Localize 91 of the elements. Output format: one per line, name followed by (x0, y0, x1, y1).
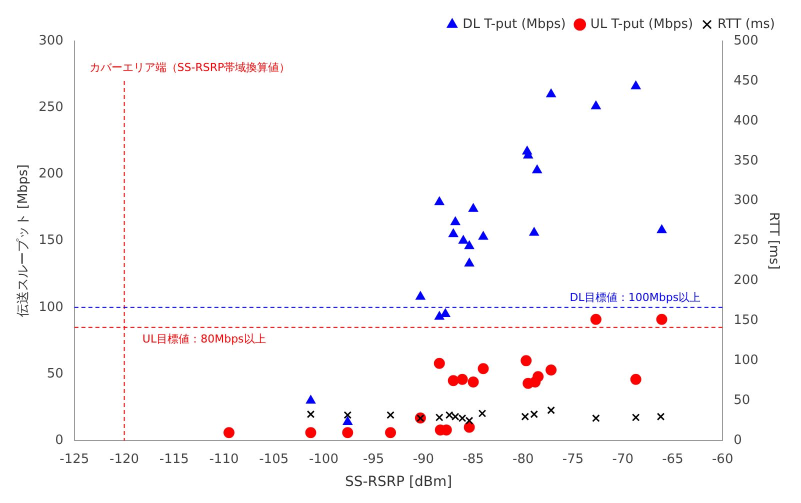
point (468, 203, 478, 212)
point (440, 308, 450, 318)
point (416, 291, 426, 300)
point (451, 412, 460, 421)
point (464, 258, 474, 266)
point (532, 371, 544, 382)
y2-tick-label: 400 (734, 113, 758, 128)
point (547, 406, 555, 414)
point (448, 375, 459, 386)
point (450, 216, 460, 226)
x-tick-label: -95 (362, 452, 384, 467)
point (458, 235, 468, 244)
point (464, 422, 475, 433)
point (464, 240, 474, 250)
point (385, 427, 396, 438)
point (592, 414, 600, 422)
point (305, 427, 316, 438)
point (458, 414, 466, 422)
y-tick-label: 0 (55, 432, 64, 448)
legend-label: UL T-put (Mbps) (590, 16, 694, 32)
y2-tick-label: 100 (734, 353, 758, 368)
ref-line-label: UL目標値：80Mbps以上 (142, 332, 266, 346)
y-tick-label: 150 (38, 233, 64, 248)
legend-label: DL T-put (Mbps) (462, 16, 566, 32)
x-tick-label: -65 (662, 452, 684, 467)
y-tick-label: 100 (38, 300, 64, 315)
ref-line-label: カバーエリア端（SS-RSRP帯域換算値） (89, 60, 290, 74)
point (631, 80, 641, 90)
point (656, 314, 668, 325)
y2-tick-label: 450 (734, 73, 758, 88)
y2-tick-label: 0 (734, 432, 742, 448)
y2-tick-label: 150 (734, 313, 758, 328)
x-tick-label: -125 (60, 452, 90, 467)
x-tick-label: -60 (712, 452, 734, 467)
point (532, 164, 542, 174)
point (478, 363, 489, 374)
point (590, 314, 602, 325)
point (530, 410, 538, 418)
legend-label: RTT (ms) (718, 16, 775, 32)
point (591, 100, 601, 110)
x-tick-label: -120 (110, 452, 140, 467)
y-tick-label: 200 (38, 166, 64, 182)
point (445, 411, 454, 419)
y2-tick-label: 300 (734, 193, 758, 208)
x-tick-label: -110 (209, 452, 239, 467)
point (448, 228, 458, 238)
y2-axis-title: RTT [ms] (766, 212, 781, 270)
y2-tick-label: 350 (734, 153, 758, 168)
point (468, 376, 479, 388)
point (223, 427, 234, 438)
point (344, 411, 352, 419)
point (386, 411, 394, 419)
x-tick-label: -115 (159, 452, 189, 467)
x-tick-label: -85 (462, 452, 484, 467)
point (342, 416, 352, 425)
x-axis-title: SS-RSRP [dBm] (344, 474, 452, 490)
point (546, 364, 557, 376)
point (546, 88, 556, 98)
point (306, 410, 315, 418)
point (435, 413, 444, 422)
x-tick-label: -100 (308, 452, 338, 467)
point (478, 409, 486, 418)
y-tick-label: 50 (46, 366, 64, 382)
x-tick-label: -80 (512, 452, 534, 467)
point (529, 227, 539, 236)
ref-line-label: DL目標値：100Mbps以上 (570, 290, 701, 304)
point (434, 358, 445, 369)
point (632, 413, 640, 422)
x-tick-label: -70 (612, 452, 634, 467)
x-tick-label: -75 (562, 452, 584, 467)
point (342, 427, 354, 438)
y2-tick-label: 200 (734, 273, 758, 288)
y-tick-label: 250 (38, 100, 64, 115)
point (434, 196, 444, 206)
point (521, 412, 530, 421)
x-tick-label: -90 (412, 452, 434, 467)
point (478, 231, 488, 240)
point (520, 355, 532, 366)
point (306, 395, 316, 404)
y2-tick-label: 250 (734, 233, 758, 248)
y2-tick-label: 500 (734, 33, 758, 48)
point (456, 374, 468, 385)
x-tick-label: -105 (259, 452, 289, 467)
point (434, 311, 444, 320)
point (465, 416, 474, 425)
y-axis-title: 伝送スループット [Mbps] (16, 164, 32, 318)
y-tick-label: 300 (38, 33, 64, 48)
point (656, 412, 665, 421)
point (630, 374, 642, 385)
y2-tick-label: 50 (734, 393, 750, 408)
point (656, 224, 667, 234)
